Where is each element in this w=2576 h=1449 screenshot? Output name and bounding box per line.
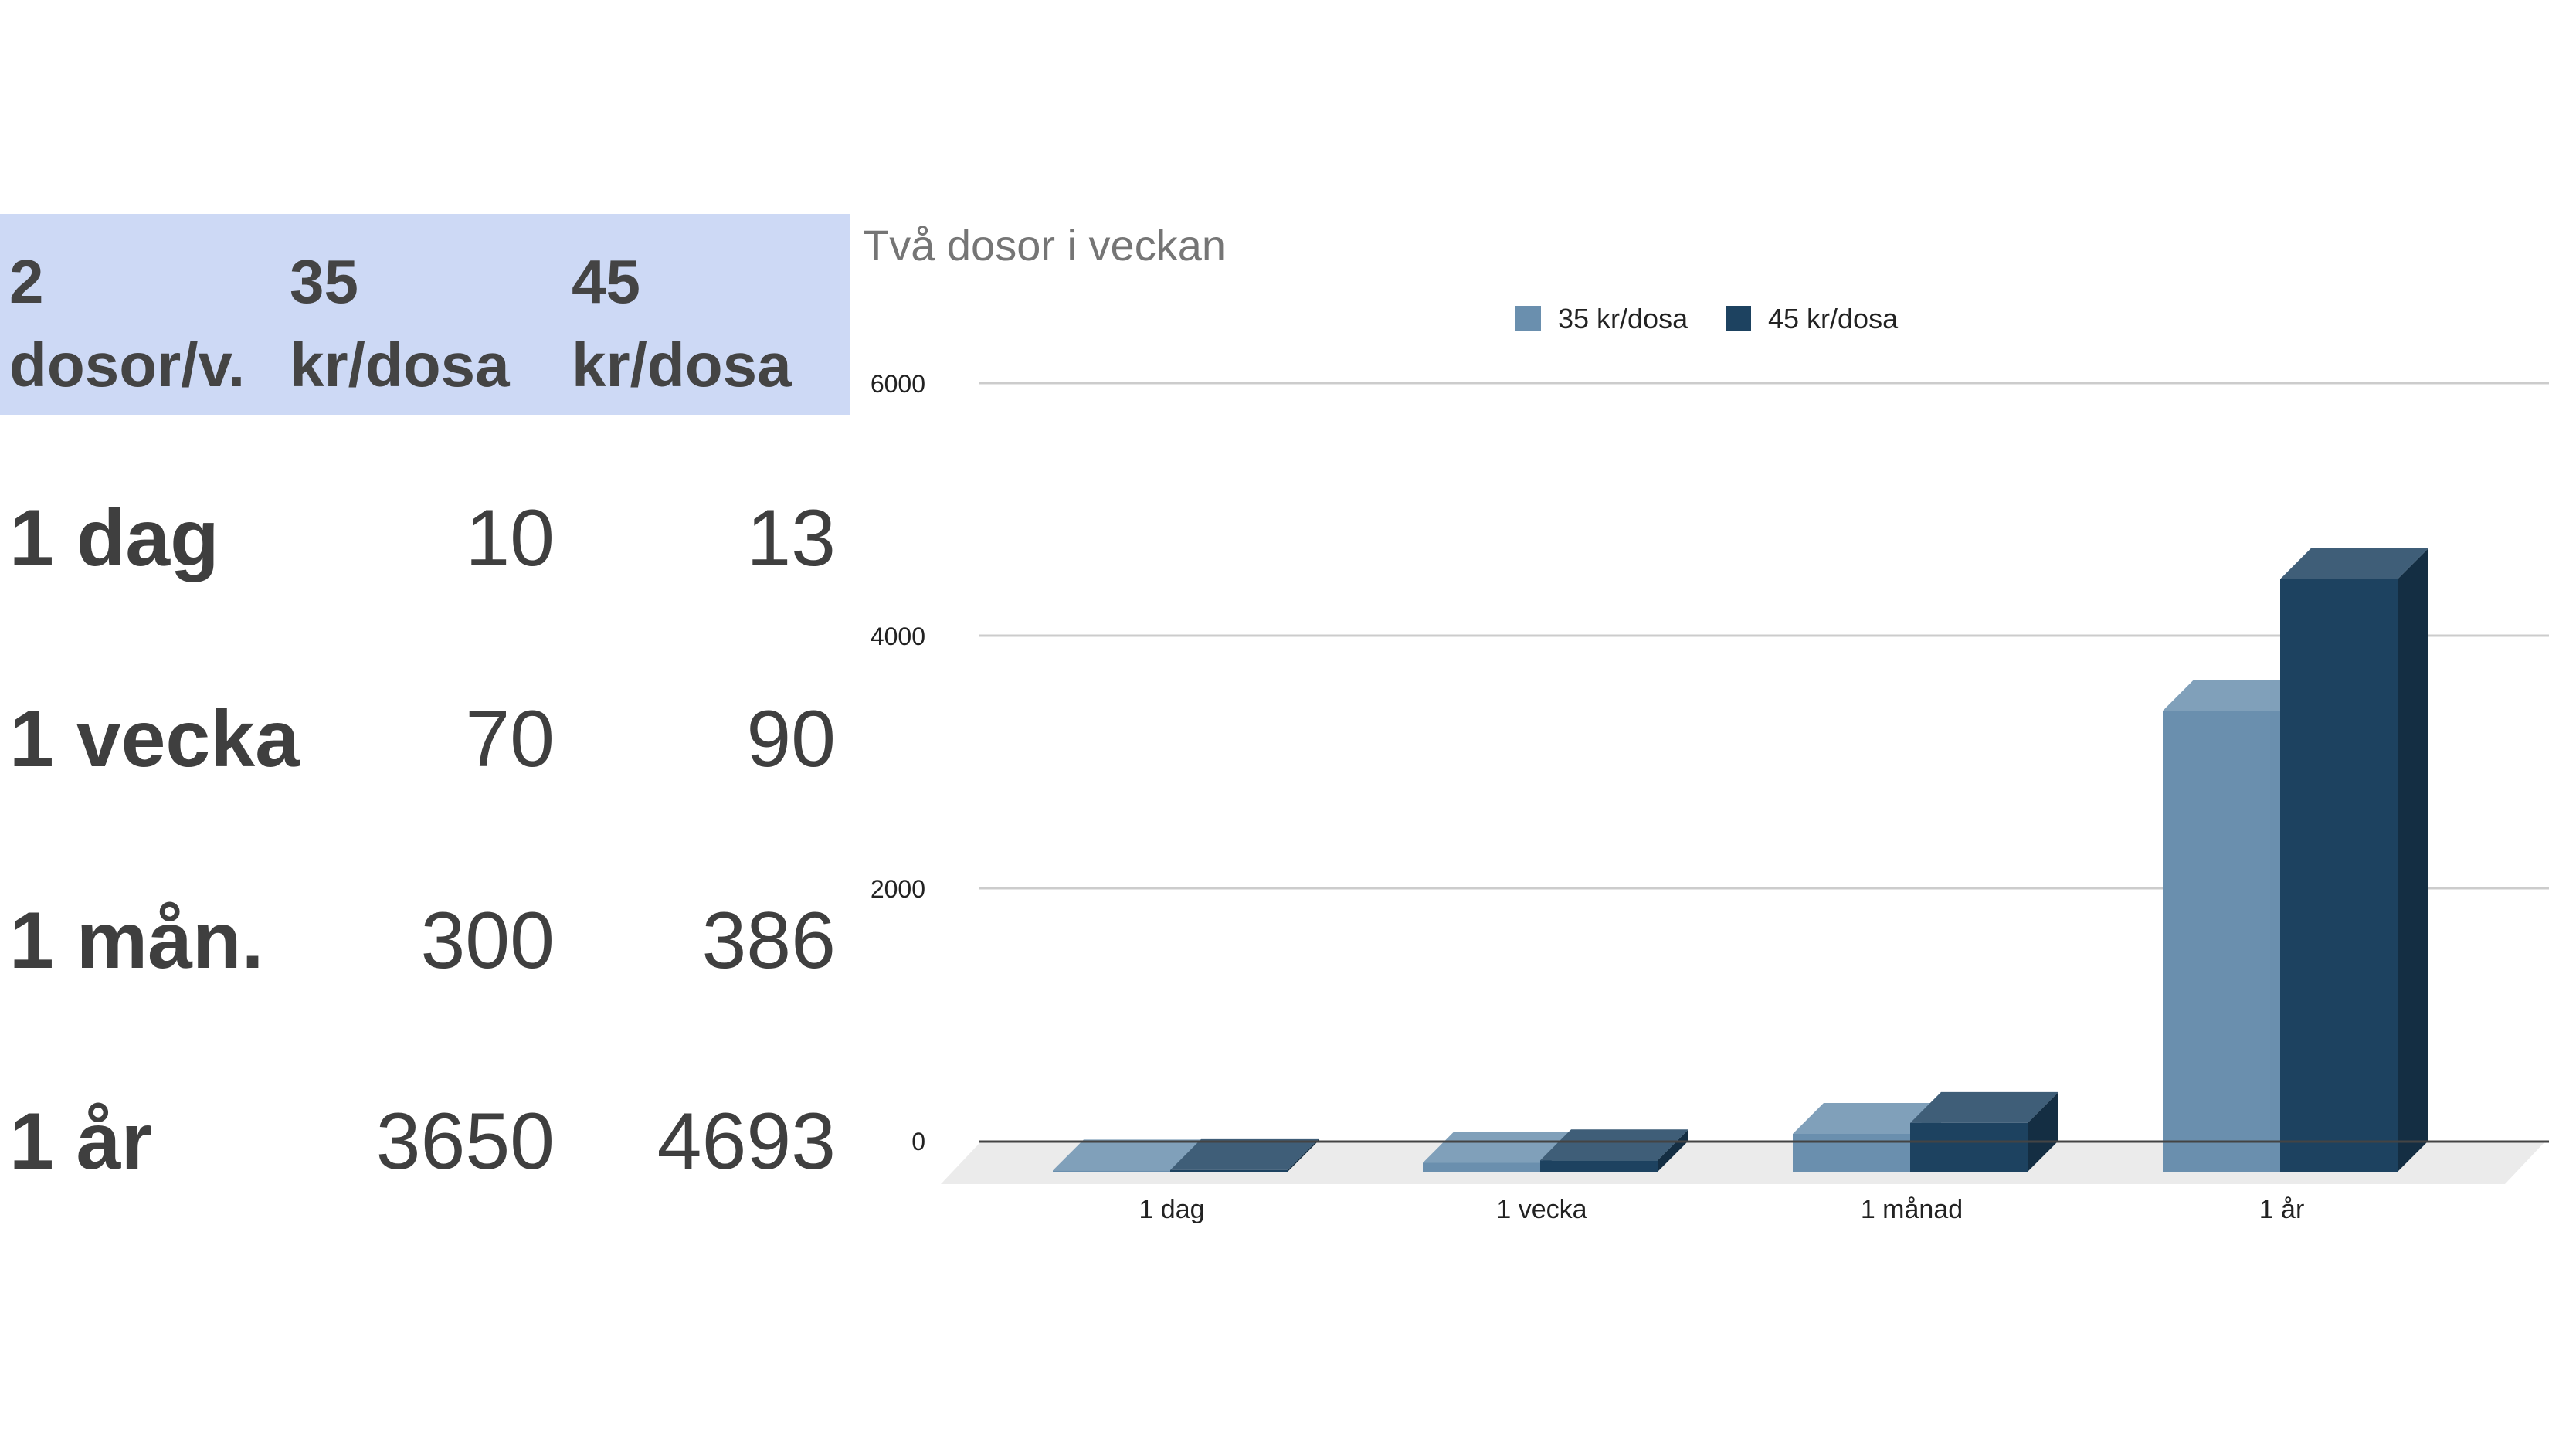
bar-top: [2163, 680, 2311, 711]
bar-front: [1910, 1122, 2028, 1172]
legend-swatch-45: [1726, 306, 1751, 331]
x-tick-label: 1 vecka: [1496, 1195, 1587, 1224]
row-label: 1 dag: [9, 494, 219, 583]
legend-label-35: 35 kr/dosa: [1558, 303, 1688, 334]
row-value-45: 13: [746, 494, 836, 583]
row-value-45: 4693: [657, 1097, 836, 1186]
x-tick-label: 1 dag: [1139, 1195, 1204, 1224]
header-35: 35 kr/dosa: [290, 247, 510, 399]
bar-side: [1288, 1138, 1319, 1172]
bar-marks: [1053, 548, 2428, 1172]
bar-45-4: [2280, 548, 2428, 1172]
bar-top: [2280, 548, 2428, 579]
chart-legend: 35 kr/dosa 45 kr/dosa: [1515, 303, 1899, 334]
row-label: 1 år: [9, 1097, 153, 1186]
row-value-35: 300: [420, 896, 555, 986]
row-value-45: 386: [701, 896, 836, 986]
legend-label-45: 45 kr/dosa: [1768, 303, 1899, 334]
y-tick-label: 0: [911, 1128, 925, 1155]
header-45: 45 kr/dosa: [572, 247, 792, 399]
chart-title: Två dosor i veckan: [863, 221, 1226, 270]
y-tick-label: 6000: [871, 370, 925, 398]
row-value-35: 70: [465, 694, 555, 784]
bar-front: [2163, 711, 2280, 1172]
header-doses: 2 dosor/v.: [9, 247, 246, 399]
row-value-35: 10: [465, 494, 555, 583]
row-label: 1 mån.: [9, 896, 264, 986]
row-value-45: 90: [746, 694, 836, 784]
row-label: 1 vecka: [9, 694, 300, 784]
table-row: 1 vecka 70 90: [0, 677, 850, 801]
bar-45-2: [1540, 1129, 1688, 1172]
table-row: 1 mån. 300 386: [0, 879, 850, 1003]
bar-front: [1540, 1160, 1658, 1172]
bar-top: [1423, 1132, 1571, 1163]
bar-side: [2398, 548, 2428, 1172]
bar-front: [1053, 1170, 1170, 1172]
table-row: 1 dag 10 13: [0, 477, 850, 600]
bar-front: [2280, 579, 2398, 1172]
bar-45-3: [1910, 1091, 2058, 1172]
bar-front: [1170, 1169, 1288, 1172]
bar-top: [1910, 1091, 2058, 1123]
bar-45-1: [1170, 1138, 1319, 1172]
price-table: 2 dosor/v. 35 kr/dosa 45 kr/dosa 1 dag 1…: [0, 214, 850, 1186]
bar-side: [2028, 1091, 2058, 1172]
bar-top: [1170, 1138, 1319, 1170]
chart-floor: [941, 1142, 2545, 1184]
bar-front: [1793, 1133, 1910, 1172]
bar-top: [1540, 1129, 1688, 1161]
y-axis-ticks: 6000 4000 2000 0: [871, 370, 925, 1155]
bar-front: [1423, 1162, 1540, 1172]
x-tick-label: 1 månad: [1861, 1195, 1963, 1224]
row-value-35: 3650: [375, 1097, 555, 1186]
bar-top: [1793, 1102, 1941, 1134]
table-header: 2 dosor/v. 35 kr/dosa 45 kr/dosa: [0, 214, 850, 415]
table-row: 1 år 3650 4693: [0, 1080, 850, 1203]
bar-side: [1658, 1129, 1688, 1172]
legend-swatch-35: [1515, 306, 1541, 331]
bar-top: [1053, 1139, 1201, 1171]
y-tick-label: 4000: [871, 623, 925, 650]
y-tick-label: 2000: [871, 875, 925, 903]
x-axis-ticks: 1 dag 1 vecka 1 månad 1 år: [1139, 1195, 2304, 1224]
x-tick-label: 1 år: [2259, 1195, 2305, 1224]
